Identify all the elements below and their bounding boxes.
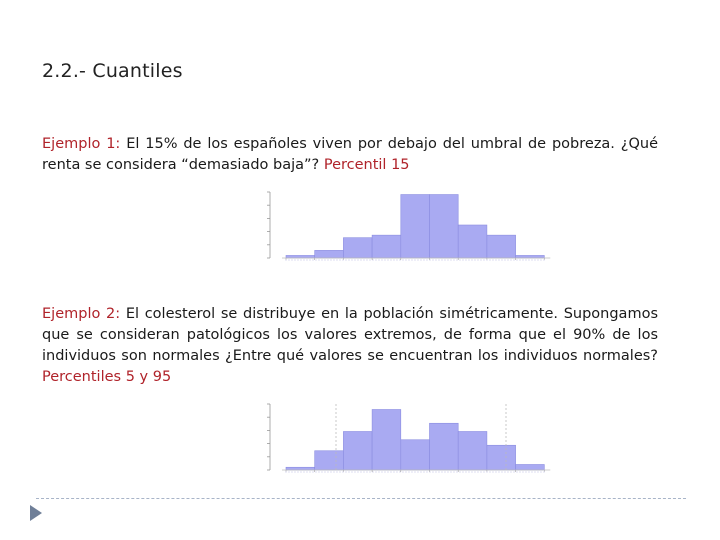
footer-divider bbox=[36, 498, 686, 499]
histogram-bar-2 bbox=[314, 250, 344, 259]
example-1-text: El 15% de los españoles viven por debajo… bbox=[42, 136, 659, 173]
histogram-bar-4 bbox=[371, 409, 402, 471]
example-2-paragraph: Ejemplo 2: El colesterol se distribuye e… bbox=[42, 304, 658, 388]
next-arrow-icon bbox=[30, 505, 42, 521]
histogram-bar-4 bbox=[371, 234, 402, 259]
example-2-label: Ejemplo 2: bbox=[42, 306, 121, 322]
example-1-paragraph: Ejemplo 1: El 15% de los españoles viven… bbox=[42, 134, 658, 176]
histogram-income bbox=[267, 191, 551, 261]
histogram-bar-8 bbox=[486, 444, 516, 471]
histogram-cholesterol bbox=[267, 403, 551, 473]
example-1-label: Ejemplo 1: bbox=[42, 136, 121, 152]
example-2-highlight: Percentiles 5 y 95 bbox=[42, 369, 172, 385]
histogram-bar-5 bbox=[400, 439, 430, 471]
histogram-bar-7 bbox=[457, 224, 488, 259]
histogram-bar-8 bbox=[486, 234, 516, 259]
histogram-bar-5 bbox=[400, 194, 430, 259]
histogram-bar-6 bbox=[429, 422, 459, 471]
histogram-bar-6 bbox=[429, 194, 459, 259]
example-1-highlight: Percentil 15 bbox=[323, 157, 410, 173]
histogram-bar-2 bbox=[314, 450, 344, 471]
histogram-bar-1 bbox=[285, 466, 316, 471]
histogram-bar-3 bbox=[343, 237, 373, 259]
histogram-bar-9 bbox=[515, 464, 545, 471]
slide-title: 2.2.- Cuantiles bbox=[42, 60, 183, 82]
histogram-bar-7 bbox=[457, 431, 488, 471]
example-2-text: El colesterol se distribuye en la poblac… bbox=[42, 306, 658, 364]
histogram-bar-3 bbox=[343, 431, 373, 471]
